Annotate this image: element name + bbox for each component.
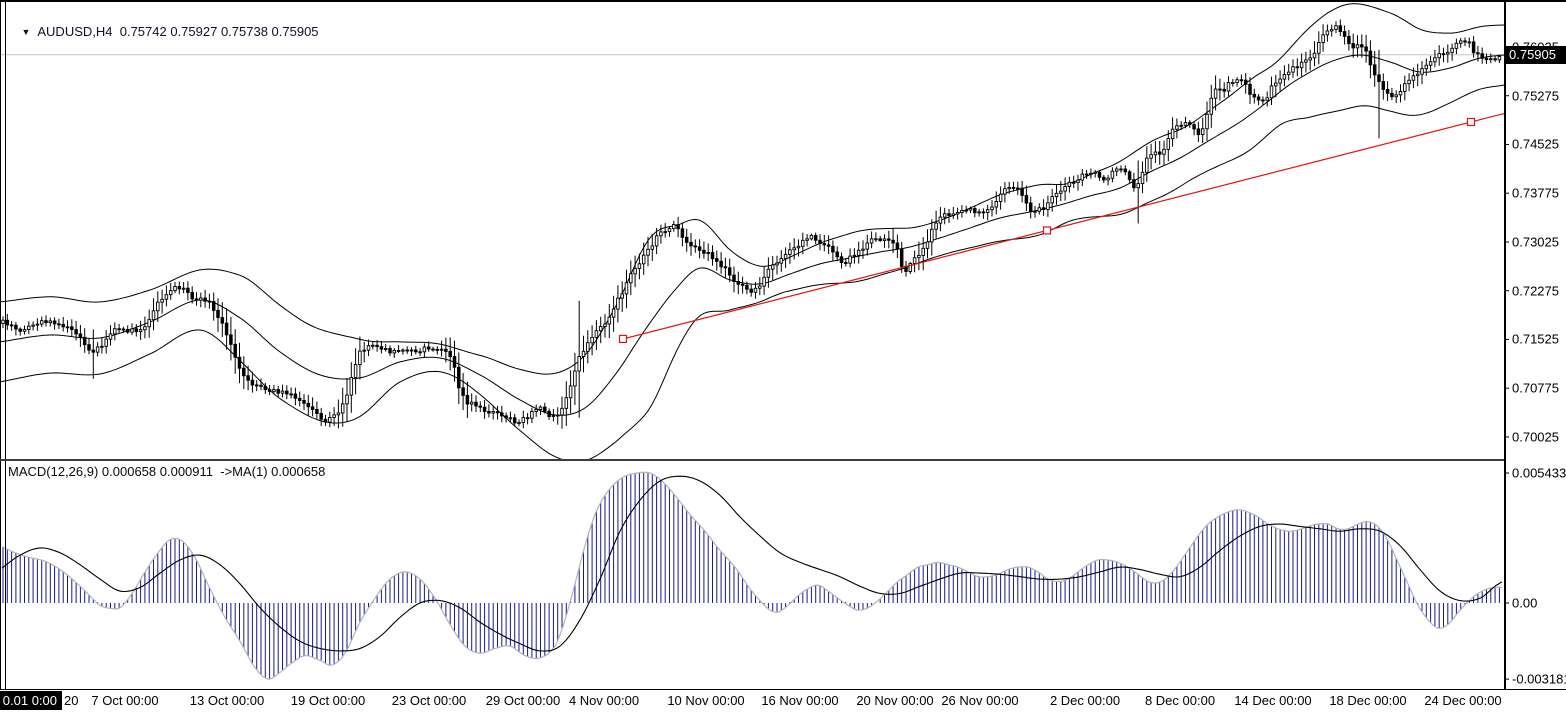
price-scale-separator <box>1504 2 1506 690</box>
trendline-anchor[interactable] <box>618 334 628 344</box>
time-axis-label: 18 Dec 00:00 <box>1329 693 1407 708</box>
top-border <box>0 0 1566 2</box>
macd-indicator-label: MACD(12,26,9) 0.000658 0.000911 ->MA(1) … <box>8 464 326 479</box>
trendline[interactable] <box>622 112 1504 340</box>
trendline-anchor[interactable] <box>1042 226 1052 235</box>
macd-ma1-line[interactable] <box>1 471 1502 680</box>
symbol-name: AUDUSD,H4 <box>37 24 113 39</box>
time-axis-label: 14 Dec 00:00 <box>1234 693 1312 708</box>
bollinger-lower-band[interactable] <box>0 84 1504 462</box>
price-axis-label: 0.75275 <box>1512 88 1559 104</box>
price-axis-label: 0.72275 <box>1512 283 1559 299</box>
bollinger-upper-band[interactable] <box>0 3 1504 375</box>
ohlc-values: 0.75742 0.75927 0.75738 0.75905 <box>119 24 319 39</box>
price-axis-label: 0.74525 <box>1512 136 1559 152</box>
price-axis-label: 0.71525 <box>1512 331 1559 347</box>
left-border-inner <box>5 2 6 690</box>
time-axis-label: 20 Nov 00:00 <box>856 693 934 708</box>
time-axis-label: 10 Nov 00:00 <box>667 693 745 708</box>
price-axis-label: 0.70025 <box>1512 429 1559 445</box>
time-axis-label: 16 Nov 00:00 <box>761 693 839 708</box>
price-chart-canvas[interactable] <box>0 3 1504 462</box>
time-axis-label: 2 Dec 00:00 <box>1049 693 1121 708</box>
price-axis[interactable]: 0.760250.752750.745250.737750.730250.722… <box>1506 0 1566 688</box>
time-axis[interactable]: 7 Oct 00:00 13 Oct 00:00 19 Oct 00:00 23 Oc… <box>0 690 1566 714</box>
time-axis-label: 26 Nov 00:00 <box>941 693 1019 708</box>
selected-time-badge: 0.01 0:00 <box>0 691 62 710</box>
bollinger-middle-band[interactable] <box>0 54 1504 416</box>
macd-axis-label: -0.003181 <box>1512 671 1566 687</box>
symbol-ohlc-header: ▼ AUDUSD,H4 0.75742 0.75927 0.75738 0.759… <box>7 9 319 54</box>
trendline-anchor[interactable] <box>1466 117 1476 127</box>
price-axis-label: 0.73025 <box>1512 234 1559 250</box>
price-axis-label: 0.73775 <box>1512 185 1559 201</box>
current-price-badge: 0.75905 <box>1504 45 1566 64</box>
macd-axis-label: 0.00 <box>1512 595 1538 611</box>
macd-histogram <box>2 472 1500 680</box>
panel-splitter[interactable] <box>0 459 1504 461</box>
time-axis-label: 29 Oct 00:00 <box>485 693 561 708</box>
time-axis-label: 23 Oct 00:00 <box>391 693 467 708</box>
macd-signal-line[interactable] <box>1 475 1503 652</box>
price-axis-label: 0.70775 <box>1512 380 1559 396</box>
time-axis-label: 7 Oct 00:00 <box>91 693 159 708</box>
macd-panel-canvas[interactable] <box>1 471 1503 680</box>
time-axis-label: 8 Dec 00:00 <box>1144 693 1216 708</box>
candlesticks <box>1 19 1502 429</box>
time-axis-label: 13 Oct 00:00 <box>189 693 265 708</box>
time-axis-label: 19 Oct 00:00 <box>290 693 366 708</box>
triangle-down-icon: ▼ <box>21 27 31 37</box>
time-axis-label: 4 Nov 00:00 <box>568 693 640 708</box>
macd-axis-label: 0.005433 <box>1512 465 1566 481</box>
left-border-outer <box>0 2 1 690</box>
time-axis-label: 24 Dec 00:00 <box>1424 693 1502 708</box>
time-label-remnant: 20 <box>64 693 79 708</box>
